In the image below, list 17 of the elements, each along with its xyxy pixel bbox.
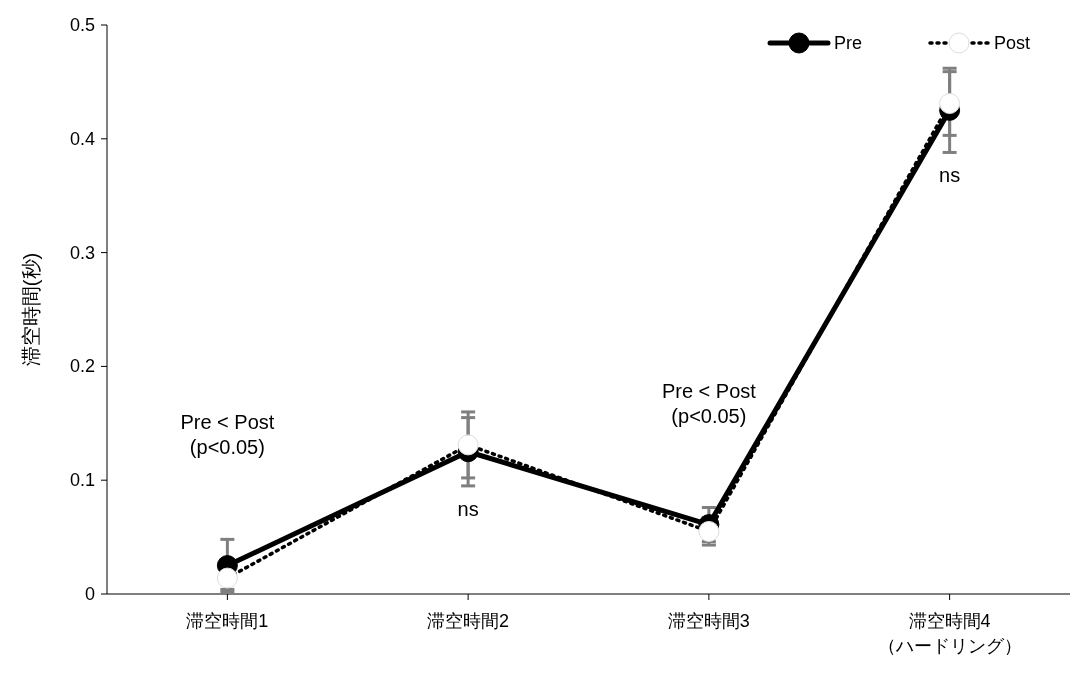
annotation: ns bbox=[939, 164, 961, 187]
y-tick-label: 0 bbox=[84, 584, 95, 604]
y-tick-label: 0.5 bbox=[69, 15, 95, 35]
annotation: Pre < Post (p<0.05) bbox=[180, 411, 275, 459]
annotation: ns bbox=[457, 497, 479, 520]
legend-label: Post bbox=[994, 33, 1031, 53]
annotation: Pre < Post (p<0.05) bbox=[661, 379, 757, 427]
y-tick-label: 0.1 bbox=[69, 470, 95, 491]
y-axis-title: 滞空時間(秒) bbox=[20, 252, 42, 367]
y-tick-label: 0.2 bbox=[69, 356, 95, 377]
x-tick-label: 滞空時間1 bbox=[186, 611, 269, 631]
legend-label: Pre bbox=[834, 33, 863, 53]
x-tick-label: 滞空時間3 bbox=[667, 611, 750, 631]
x-tick-label: 滞空時間4 （ハードリング） bbox=[877, 611, 1022, 656]
x-tick-label: 滞空時間2 bbox=[427, 611, 510, 631]
y-tick-label: 0.4 bbox=[69, 128, 95, 149]
y-tick-label: 0.3 bbox=[69, 242, 95, 263]
